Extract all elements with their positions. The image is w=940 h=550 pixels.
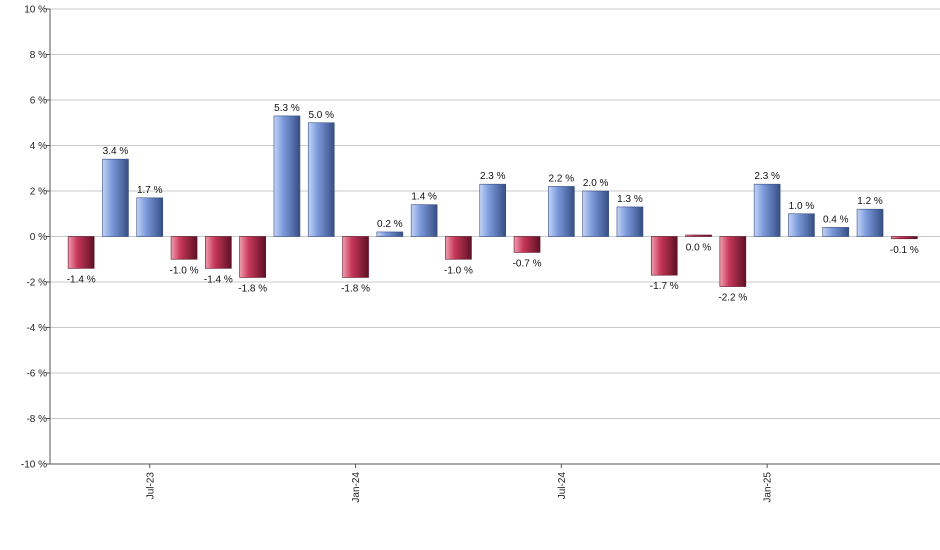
data-label: 0.4 %	[823, 214, 849, 225]
bar-negative	[719, 236, 747, 287]
x-tick-label: Jul-23	[145, 472, 156, 500]
bar-negative	[685, 234, 712, 237]
data-label: 5.3 %	[274, 103, 300, 114]
bar-positive	[410, 204, 438, 237]
data-label: 1.4 %	[411, 192, 437, 203]
data-label: 1.2 %	[857, 196, 883, 207]
bar-positive	[479, 183, 507, 237]
bar-positive	[376, 231, 404, 237]
data-label: -1.4 %	[204, 274, 233, 285]
x-tick-label: Jan-25	[763, 472, 774, 503]
y-tick-label: -4 %	[26, 323, 47, 334]
data-label: 1.0 %	[789, 201, 815, 212]
bar-negative	[67, 236, 95, 269]
y-tick-label: 0 %	[30, 232, 47, 243]
bar-positive	[548, 186, 575, 237]
data-label: 1.3 %	[617, 194, 643, 205]
data-label: 1.7 %	[137, 185, 163, 196]
y-tick-label: 10 %	[24, 5, 47, 16]
data-label: -1.8 %	[341, 283, 370, 294]
data-label: 5.0 %	[308, 110, 334, 121]
data-label: -1.0 %	[170, 265, 199, 276]
data-labels: -1.4 % 3.4 % 1.7 % -1.0 % -1.4 % -1.8 % 5.3 % 5…	[67, 103, 919, 304]
data-label: -0.7 %	[513, 258, 542, 269]
data-label: -1.0 %	[444, 265, 473, 276]
y-tick-label: 8 %	[30, 50, 47, 61]
y-tick-label: 4 %	[30, 141, 47, 152]
x-tick-label: Jan-24	[351, 472, 362, 503]
bar-positive	[753, 183, 781, 237]
y-tick-label: -2 %	[26, 278, 47, 289]
data-label: -2.2 %	[718, 293, 747, 304]
bars	[67, 115, 918, 287]
bar-positive	[616, 206, 644, 237]
bar-positive	[273, 115, 301, 237]
bar-negative	[891, 236, 918, 240]
y-tick-label: -6 %	[26, 369, 47, 380]
data-label: -1.8 %	[238, 283, 267, 294]
bar-positive	[582, 190, 609, 237]
y-tick-label: 6 %	[30, 96, 47, 107]
y-tick-label: 2 %	[30, 187, 47, 198]
x-tick-label: Jul-24	[557, 472, 568, 500]
data-label: 3.4 %	[103, 146, 129, 157]
bar-negative	[650, 236, 678, 276]
bar-positive	[856, 208, 884, 237]
data-label: -1.4 %	[67, 274, 96, 285]
data-label: 0.0 %	[686, 243, 712, 254]
bar-negative	[342, 236, 369, 278]
data-label: -0.1 %	[890, 245, 919, 256]
x-axis: Jul-23 Jan-24 Jul-24 Jan-25	[50, 463, 940, 503]
bar-negative	[170, 236, 198, 260]
y-tick-label: -8 %	[26, 414, 47, 425]
bar-positive	[788, 213, 815, 237]
bar-negative	[513, 236, 541, 253]
data-label: 0.2 %	[377, 219, 403, 230]
data-label: 2.0 %	[583, 178, 609, 189]
data-label: -1.7 %	[650, 281, 679, 292]
bar-negative	[445, 236, 472, 260]
y-tick-label: -10 %	[21, 460, 47, 471]
bar-positive	[307, 122, 335, 237]
bar-negative	[205, 236, 232, 269]
bar-positive	[102, 158, 129, 237]
bar-negative	[239, 236, 266, 278]
data-label: 2.3 %	[480, 171, 506, 182]
bar-positive	[136, 197, 164, 237]
data-label: 2.3 %	[754, 171, 780, 182]
bar-positive	[822, 227, 850, 237]
y-axis: 10 % 8 % 6 % 4 % 2 % 0 % -2 % -4 % -6 % -8 % -10 %	[21, 5, 51, 471]
data-label: 2.2 %	[549, 173, 575, 184]
